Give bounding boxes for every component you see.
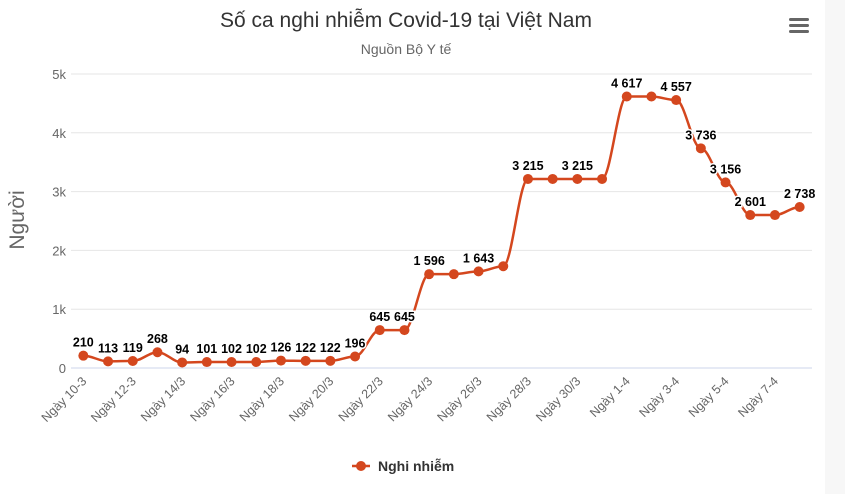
data-label: 94 <box>175 342 189 356</box>
legend-marker <box>356 461 366 471</box>
data-point <box>300 355 311 366</box>
data-point <box>572 173 583 184</box>
data-point <box>473 266 484 277</box>
x-tick-label: Ngày 18/3 <box>237 374 287 424</box>
data-point <box>103 356 114 367</box>
y-tick-label: 5k <box>52 67 66 82</box>
data-point <box>152 347 163 358</box>
data-point <box>424 269 435 280</box>
x-tick-label: Ngày 22/3 <box>336 374 386 424</box>
data-label: 268 <box>147 332 168 346</box>
data-point <box>646 91 657 102</box>
x-tick-label: Ngày 7-4 <box>735 374 781 420</box>
x-tick-label: Ngày 12-3 <box>88 374 139 425</box>
chart-title: Số ca nghi nhiễm Covid-19 tại Việt Nam <box>220 9 592 32</box>
legend-label: Nghi nhiễm <box>378 458 454 474</box>
data-point <box>350 351 361 362</box>
data-point <box>621 91 632 102</box>
data-point <box>547 173 558 184</box>
y-axis-title: Người <box>6 190 29 249</box>
data-label: 101 <box>196 342 217 356</box>
data-point <box>127 356 138 367</box>
data-points <box>78 91 805 368</box>
data-label: 122 <box>295 341 316 355</box>
data-point <box>275 355 286 366</box>
data-label: 645 <box>369 310 390 324</box>
data-label: 3 736 <box>685 128 716 142</box>
x-tick-label: Ngày 1-4 <box>587 374 633 420</box>
y-tick-label: 1k <box>52 302 66 317</box>
data-label: 3 215 <box>562 159 593 173</box>
x-tick-label: Ngày 10-3 <box>39 374 90 425</box>
data-point <box>720 177 731 188</box>
data-label: 3 156 <box>710 162 741 176</box>
y-tick-label: 4k <box>52 126 66 141</box>
data-label: 2 601 <box>735 195 766 209</box>
data-point <box>226 357 237 368</box>
data-point <box>695 143 706 154</box>
data-label: 122 <box>320 341 341 355</box>
data-label: 102 <box>221 342 242 356</box>
x-tick-label: Ngày 24/3 <box>385 374 435 424</box>
hamburger-menu-icon[interactable] <box>788 15 810 37</box>
data-label: 210 <box>73 336 94 350</box>
x-tick-label: Ngày 26/3 <box>434 374 484 424</box>
data-point <box>597 173 608 184</box>
x-tick-label: Ngày 16/3 <box>187 374 237 424</box>
x-tick-label: Ngày 3-4 <box>636 374 682 420</box>
x-tick-label: Ngày 28/3 <box>484 374 534 424</box>
data-point <box>201 357 212 368</box>
data-point <box>769 210 780 221</box>
x-tick-label: Ngày 5-4 <box>686 374 732 420</box>
data-point <box>794 202 805 213</box>
data-point <box>745 210 756 221</box>
data-label: 2 738 <box>784 187 815 201</box>
data-point <box>251 357 262 368</box>
x-tick-label: Ngày 30/3 <box>533 374 583 424</box>
data-label: 119 <box>123 341 143 355</box>
y-tick-label: 2k <box>52 243 66 258</box>
x-tick-label: Ngày 20/3 <box>286 374 336 424</box>
side-strip <box>825 0 845 494</box>
x-tick-label: Ngày 14/3 <box>138 374 188 424</box>
data-label: 645 <box>394 310 415 324</box>
legend-item[interactable]: Nghi nhiễm <box>352 458 454 474</box>
data-label: 4 557 <box>661 80 692 94</box>
data-label: 3 215 <box>512 159 543 173</box>
data-point <box>374 325 385 336</box>
gridlines <box>71 73 812 369</box>
data-point <box>522 173 533 184</box>
data-point <box>325 355 336 366</box>
data-point <box>78 350 89 361</box>
data-point <box>177 357 188 368</box>
data-point <box>671 95 682 106</box>
data-label: 126 <box>271 341 292 355</box>
data-point <box>498 261 509 272</box>
data-label: 4 617 <box>611 77 642 91</box>
data-label: 1 596 <box>414 254 445 268</box>
data-label: 102 <box>246 342 267 356</box>
data-label: 1 643 <box>463 251 494 265</box>
data-point <box>448 269 459 280</box>
y-tick-label: 0 <box>59 361 66 376</box>
y-tick-label: 3k <box>52 185 66 200</box>
data-label: 196 <box>345 336 366 350</box>
data-point <box>399 325 410 336</box>
data-label: 113 <box>98 341 118 355</box>
y-axis-ticks: 0 1k 2k 3k 4k 5k <box>52 67 66 376</box>
chart-subtitle: Nguồn Bộ Y tế <box>361 41 452 57</box>
